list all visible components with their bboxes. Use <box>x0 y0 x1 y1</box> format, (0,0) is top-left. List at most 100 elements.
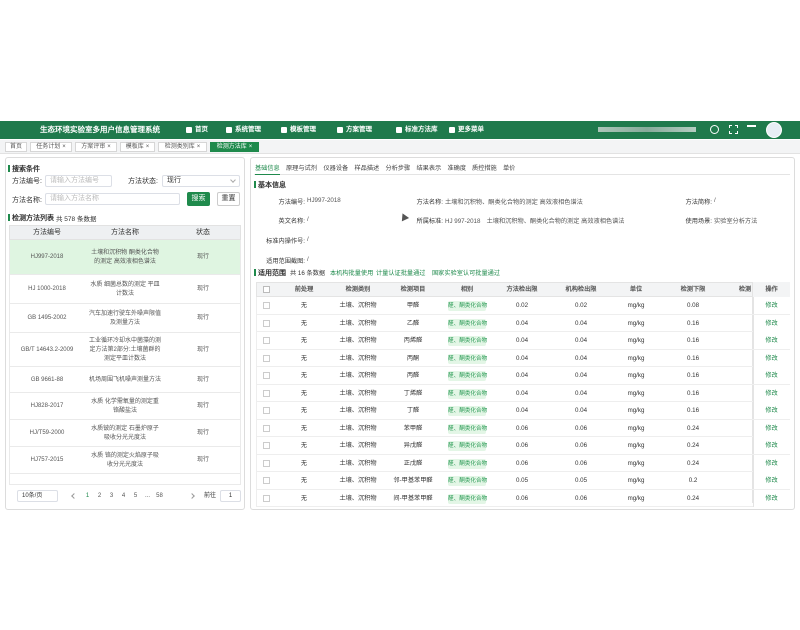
column-header: 检测类别 <box>345 286 371 293</box>
font-size-icon[interactable] <box>747 125 756 134</box>
search-icon[interactable] <box>710 125 719 134</box>
table-row[interactable] <box>9 447 241 474</box>
row-checkbox[interactable] <box>263 372 270 379</box>
page-tab[interactable]: 检测类别库 <box>158 142 207 152</box>
bulk-action-link[interactable]: 本机构批量使用 <box>330 270 374 277</box>
fixed-cell-bg <box>753 367 790 384</box>
reset-button[interactable]: 重置 <box>217 192 240 206</box>
header-checkbox[interactable] <box>263 286 270 293</box>
column-header: 方法名称 <box>111 229 139 236</box>
table-row[interactable] <box>9 275 241 304</box>
nav-item[interactable]: 更多菜单 <box>458 126 484 133</box>
table-row[interactable] <box>9 304 241 333</box>
nav-icon <box>396 127 402 133</box>
fixed-cell-bg <box>753 384 790 402</box>
table-cell: 土壤、沉积物 <box>339 319 377 327</box>
row-checkbox[interactable] <box>263 389 270 397</box>
edit-link[interactable]: 修改 <box>765 442 778 449</box>
text-input[interactable]: 请输入方法名称 <box>45 193 180 205</box>
field-value: HJ 997-2018 土壤和沉积物、酮类化合物的测定 高效液相色谱法 <box>445 218 625 225</box>
detail-tab[interactable]: 原理与试剂 <box>286 165 317 172</box>
page-number[interactable]: 3 <box>109 493 114 499</box>
page-tab[interactable]: 模板库 <box>120 142 155 152</box>
nav-item[interactable]: 首页 <box>195 126 208 133</box>
fixed-cell-bg <box>753 489 790 507</box>
bulk-action-link[interactable]: 计量认证批量通过 <box>376 270 426 277</box>
detail-tab[interactable]: 结果表示 <box>416 165 442 172</box>
table-cell: 0.06 <box>574 442 588 449</box>
fixed-cell-bg <box>753 314 790 332</box>
row-checkbox[interactable] <box>263 424 270 432</box>
table-row[interactable] <box>9 393 241 420</box>
detail-tabs-line <box>254 174 790 175</box>
page-tab[interactable]: 检测方法库 <box>210 142 259 152</box>
avatar[interactable] <box>766 122 782 138</box>
detail-tab[interactable]: 质控措施 <box>472 165 497 172</box>
search-button[interactable]: 搜索 <box>187 192 210 206</box>
table-cell: HJ 1000-2018 <box>28 286 66 292</box>
table-cell: 0.04 <box>515 337 529 344</box>
edit-link[interactable]: 修改 <box>765 424 778 432</box>
edit-link[interactable]: 修改 <box>765 319 778 327</box>
edit-link[interactable]: 修改 <box>765 477 778 484</box>
phase-tag: 醛、酮类化合物 <box>448 318 488 329</box>
edit-link[interactable]: 修改 <box>765 459 778 467</box>
nav-item[interactable]: 方案管理 <box>346 126 372 133</box>
edit-link[interactable]: 修改 <box>765 354 778 362</box>
table-cell: 0.16 <box>686 407 700 414</box>
page-number[interactable]: ... <box>144 493 150 499</box>
detail-tab[interactable]: 仪器设备 <box>323 165 349 172</box>
goto-input[interactable]: 1 <box>220 490 241 502</box>
bulk-action-link[interactable]: 国家实验室认可批量通过 <box>432 270 501 277</box>
page-size-select[interactable]: 10条/页 <box>17 490 58 502</box>
table-cell: 现行 <box>196 430 209 436</box>
row-checkbox[interactable] <box>263 477 270 484</box>
page-tab[interactable]: 任务计划 <box>30 142 72 152</box>
detail-tab[interactable]: 基础信息 <box>255 164 280 175</box>
row-checkbox[interactable] <box>263 302 270 309</box>
column-header: 前处理 <box>294 286 314 293</box>
page-tab[interactable]: 方案评审 <box>75 142 117 152</box>
table-row[interactable] <box>9 420 241 447</box>
table-cell: 机场周围飞机噪声测量方法 <box>89 376 162 383</box>
text-input[interactable]: 请输入方法编号 <box>45 175 112 187</box>
page-number[interactable]: 2 <box>97 493 102 499</box>
page-number[interactable]: 4 <box>121 493 126 499</box>
edit-link[interactable]: 修改 <box>765 372 778 379</box>
column-header: 方法检出限 <box>506 286 538 293</box>
section-title: 检测方法列表 <box>12 215 54 222</box>
app-title: 生态环境实验室多用户信息管理系统 <box>40 125 160 134</box>
row-checkbox[interactable] <box>263 337 270 344</box>
table-cell: 0.06 <box>515 459 529 467</box>
nav-item[interactable]: 系统管理 <box>235 126 261 133</box>
table-row[interactable] <box>9 333 241 367</box>
page-number[interactable]: 58 <box>156 493 163 499</box>
row-checkbox[interactable] <box>263 319 270 327</box>
edit-link[interactable]: 修改 <box>765 389 778 397</box>
select-input[interactable]: 现行 <box>162 175 240 187</box>
edit-link[interactable]: 修改 <box>765 302 778 309</box>
table-row[interactable] <box>9 240 241 275</box>
row-checkbox[interactable] <box>263 407 270 414</box>
edit-link[interactable]: 修改 <box>765 337 778 344</box>
detail-tab[interactable]: 单价 <box>503 165 516 172</box>
page-tab[interactable]: 首页 <box>5 142 27 152</box>
field-label: 方法编号: <box>278 199 305 206</box>
fullscreen-icon[interactable] <box>729 125 738 134</box>
detail-tab[interactable]: 样品描述 <box>354 165 380 172</box>
table-row[interactable] <box>9 367 241 393</box>
page-number[interactable]: 1 <box>85 493 90 499</box>
nav-item[interactable]: 标准方法库 <box>405 126 438 133</box>
table-cell: 土壤、沉积物 <box>339 302 377 309</box>
row-checkbox[interactable] <box>263 442 270 449</box>
row-checkbox[interactable] <box>263 459 270 467</box>
row-checkbox[interactable] <box>263 354 270 362</box>
page-number[interactable]: 5 <box>133 493 138 499</box>
edit-link[interactable]: 修改 <box>765 494 778 502</box>
row-checkbox[interactable] <box>263 494 270 502</box>
nav-item[interactable]: 模板管理 <box>290 126 316 133</box>
edit-link[interactable]: 修改 <box>765 407 778 414</box>
detail-tab[interactable]: 准确度 <box>447 165 467 172</box>
detail-tab[interactable]: 分析步骤 <box>385 165 411 172</box>
field-value: / <box>714 197 716 204</box>
